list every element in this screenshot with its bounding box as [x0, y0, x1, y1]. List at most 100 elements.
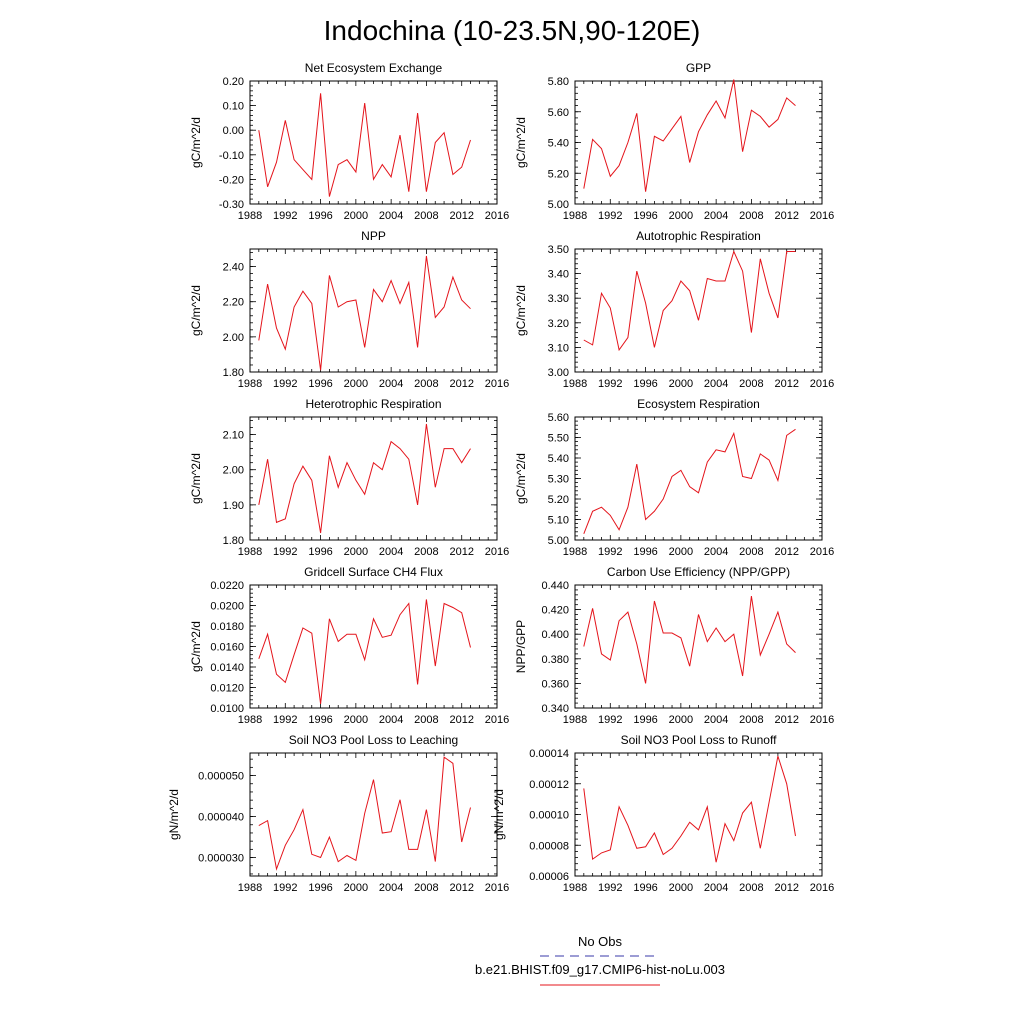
y-tick-label: 0.340: [541, 703, 569, 715]
y-axis-label: gC/m^2/d: [514, 453, 528, 504]
x-tick-label: 1996: [308, 714, 332, 726]
x-tick-label: 2000: [344, 546, 368, 558]
x-tick-label: 1996: [308, 546, 332, 558]
x-tick-label: 1988: [238, 882, 262, 894]
x-tick-label: 1996: [633, 882, 657, 894]
y-tick-label: 2.00: [223, 465, 244, 477]
x-tick-label: 2012: [449, 210, 473, 222]
y-tick-label: 0.00008: [529, 840, 569, 852]
x-tick-label: 2008: [414, 882, 438, 894]
x-tick-label: 2000: [669, 714, 693, 726]
y-tick-label: 0.10: [223, 101, 244, 113]
x-tick-label: 2016: [810, 546, 834, 558]
x-tick-label: 2008: [739, 378, 763, 390]
x-tick-label: 2004: [379, 378, 403, 390]
y-tick-label: 2.40: [223, 262, 244, 274]
x-tick-label: 2000: [669, 882, 693, 894]
y-tick-label: 5.60: [548, 412, 569, 424]
x-tick-label: 2016: [485, 882, 509, 894]
y-tick-label: 1.90: [223, 500, 244, 512]
plot-frame: [249, 80, 498, 205]
x-tick-label: 2012: [449, 882, 473, 894]
x-tick-label: 1988: [563, 714, 587, 726]
y-tick-label: 0.420: [541, 605, 569, 617]
plot-frame: [249, 584, 498, 709]
x-tick-label: 1992: [598, 714, 622, 726]
x-tick-label: 1992: [273, 882, 297, 894]
y-tick-label: 5.30: [548, 474, 569, 486]
y-tick-label: 5.00: [548, 199, 569, 211]
y-tick-label: 5.00: [548, 535, 569, 547]
panel-gpp: 1988 1992 1996 2000 2004 2008 2012 2016 5.00 5.20…: [514, 61, 834, 222]
x-tick-label: 2008: [739, 546, 763, 558]
x-tick-label: 2008: [739, 714, 763, 726]
x-tick-label: 2012: [774, 210, 798, 222]
y-axis-label: gC/m^2/d: [189, 453, 203, 504]
y-tick-label: 0.00: [223, 125, 244, 137]
y-tick-label: 0.20: [223, 76, 244, 88]
x-tick-label: 2012: [774, 714, 798, 726]
x-tick-label: 2004: [704, 378, 728, 390]
series-line: [258, 255, 471, 371]
y-axis-label: gC/m^2/d: [189, 621, 203, 672]
y-tick-label: 0.000050: [198, 771, 244, 783]
y-tick-label: 0.0220: [210, 580, 244, 592]
series-line: [583, 428, 796, 534]
x-tick-label: 1988: [238, 378, 262, 390]
y-tick-label: 5.20: [548, 168, 569, 180]
series-line: [258, 599, 471, 704]
y-tick-label: 5.20: [548, 494, 569, 506]
plot-frame: [574, 80, 823, 205]
panel-soil-no3-pool-loss-to-runoff: 1988 1992 1996 2000 2004 2008 2012 2016 0.00006 0…: [492, 733, 834, 894]
x-tick-label: 1992: [273, 210, 297, 222]
y-tick-label: 0.00012: [529, 779, 569, 791]
y-axis-label: gC/m^2/d: [514, 285, 528, 336]
panel-gridcell-surface-ch4-flux: 1988 1992 1996 2000 2004 2008 2012 2016 0.0100 0.…: [189, 565, 509, 726]
x-tick-label: 1996: [633, 378, 657, 390]
x-tick-label: 2000: [344, 714, 368, 726]
panel-title: Heterotrophic Respiration: [305, 397, 441, 411]
panel-title: Ecosystem Respiration: [637, 397, 760, 411]
x-tick-label: 1988: [563, 546, 587, 558]
y-tick-label: 0.00014: [529, 748, 569, 760]
x-tick-label: 1996: [308, 378, 332, 390]
x-tick-label: 2000: [669, 210, 693, 222]
x-tick-label: 1992: [598, 882, 622, 894]
x-tick-label: 2000: [669, 546, 693, 558]
panel-grid: 1988 1992 1996 2000 2004 2008 2012 2016 -0.30 -0.…: [167, 61, 834, 894]
y-tick-label: 0.360: [541, 678, 569, 690]
x-tick-label: 1996: [633, 210, 657, 222]
x-tick-label: 2000: [344, 882, 368, 894]
panel-title: Net Ecosystem Exchange: [305, 61, 443, 75]
x-tick-label: 2016: [810, 378, 834, 390]
y-tick-label: 0.380: [541, 654, 569, 666]
y-tick-label: 0.0180: [210, 621, 244, 633]
panel-carbon-use-efficiency-npp-gpp: 1988 1992 1996 2000 2004 2008 2012 2016 0.340 0.3…: [514, 565, 834, 726]
y-tick-label: 3.40: [548, 269, 569, 281]
panel-title: GPP: [686, 61, 711, 75]
y-tick-label: 0.00010: [529, 810, 569, 822]
x-tick-label: 2004: [379, 714, 403, 726]
x-tick-label: 2016: [810, 210, 834, 222]
x-tick-label: 1988: [563, 882, 587, 894]
x-tick-label: 1992: [598, 546, 622, 558]
legend: No Obs b.e21.BHIST.f09_g17.CMIP6-hist-no…: [475, 934, 725, 986]
y-tick-label: 2.00: [223, 332, 244, 344]
x-tick-label: 1988: [563, 378, 587, 390]
legend-obs-label: No Obs: [578, 934, 623, 949]
x-tick-label: 2012: [449, 546, 473, 558]
x-tick-label: 2016: [485, 546, 509, 558]
plot-frame: [574, 752, 823, 877]
x-tick-label: 2008: [739, 210, 763, 222]
panel-npp: 1988 1992 1996 2000 2004 2008 2012 2016 1.80 2.00…: [189, 229, 509, 390]
panel-title: Carbon Use Efficiency (NPP/GPP): [607, 565, 790, 579]
x-tick-label: 2016: [485, 378, 509, 390]
plot-frame: [249, 752, 498, 877]
x-tick-label: 2004: [379, 882, 403, 894]
y-axis-label: gC/m^2/d: [189, 285, 203, 336]
y-tick-label: -0.30: [219, 199, 244, 211]
panel-ecosystem-respiration: 1988 1992 1996 2000 2004 2008 2012 2016 5.00 5.10…: [514, 397, 834, 558]
panel-title: Autotrophic Respiration: [636, 229, 761, 243]
x-tick-label: 1988: [238, 210, 262, 222]
